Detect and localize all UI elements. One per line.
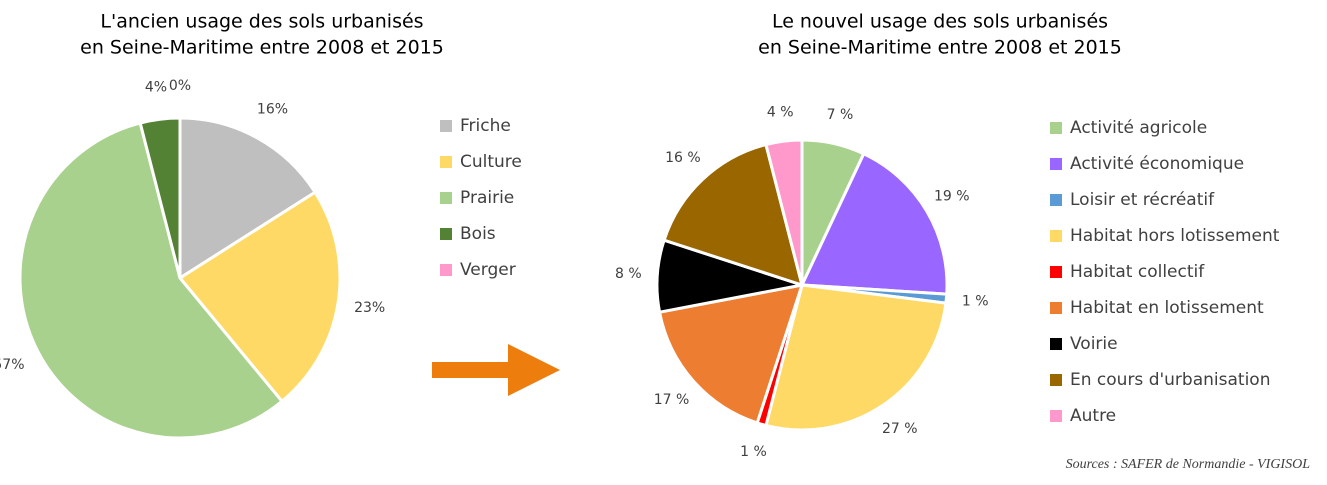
legend-swatch <box>1050 338 1062 350</box>
pie-slice <box>799 151 949 296</box>
legend-swatch <box>440 156 452 168</box>
pie-slice <box>764 138 804 286</box>
pie-slice <box>18 121 285 440</box>
data-label: 27 % <box>882 421 918 437</box>
pie-slice <box>764 283 948 432</box>
data-label: 8 % <box>615 266 642 282</box>
data-label: 19 % <box>934 188 970 204</box>
pie-slice <box>662 142 805 288</box>
pie-slice <box>657 283 805 425</box>
legend-swatch <box>1050 266 1062 278</box>
legend-swatch <box>1050 230 1062 242</box>
data-label: 4% <box>145 80 167 96</box>
legend-swatch <box>1050 158 1062 170</box>
data-label: 17 % <box>654 392 690 408</box>
data-label: 23% <box>354 300 385 316</box>
legend-label: Friche <box>460 116 511 136</box>
legend-swatch <box>1050 410 1062 422</box>
pie-slice <box>178 116 318 281</box>
legend-label: Activité économique <box>1070 154 1244 174</box>
legend-swatch <box>1050 302 1062 314</box>
data-label: 1 % <box>740 444 767 460</box>
legend-label: Autre <box>1070 406 1116 426</box>
data-label: 57% <box>0 357 24 373</box>
data-label: 16% <box>257 102 288 118</box>
legend-label: Habitat collectif <box>1070 262 1205 282</box>
data-label: 0% <box>169 78 191 94</box>
pie-slice <box>177 190 342 404</box>
legend-swatch <box>440 228 452 240</box>
legend-label: En cours d'urbanisation <box>1070 370 1270 390</box>
chart-title: en Seine-Maritime entre 2008 et 2015 <box>758 37 1122 59</box>
data-label: 7 % <box>827 107 854 123</box>
legend-swatch <box>1050 194 1062 206</box>
data-label: 4 % <box>767 104 794 120</box>
legend-label: Culture <box>460 152 522 172</box>
legend-swatch <box>440 192 452 204</box>
data-label: 1 % <box>962 293 989 309</box>
legend-label: Prairie <box>460 188 514 208</box>
chart-title: L'ancien usage des sols urbanisés <box>100 11 423 33</box>
legend-swatch <box>440 120 452 132</box>
legend-label: Verger <box>460 260 516 280</box>
arrow <box>432 344 560 396</box>
data-label: 16 % <box>665 150 701 166</box>
legend-label: Habitat en lotissement <box>1070 298 1264 318</box>
legend-swatch <box>440 264 452 276</box>
legend-label: Bois <box>460 224 496 244</box>
legend-label: Voirie <box>1070 334 1118 354</box>
source: Sources : SAFER de Normandie - VIGISOL <box>1066 457 1311 472</box>
legend-swatch <box>1050 122 1062 134</box>
legend-swatch <box>1050 374 1062 386</box>
legend-label: Loisir et récréatif <box>1070 190 1215 210</box>
chart-title: Le nouvel usage des sols urbanisés <box>772 11 1108 33</box>
legend-label: Habitat hors lotissement <box>1070 226 1280 246</box>
chart-title: en Seine-Maritime entre 2008 et 2015 <box>80 37 444 59</box>
legend-label: Activité agricole <box>1070 118 1207 138</box>
